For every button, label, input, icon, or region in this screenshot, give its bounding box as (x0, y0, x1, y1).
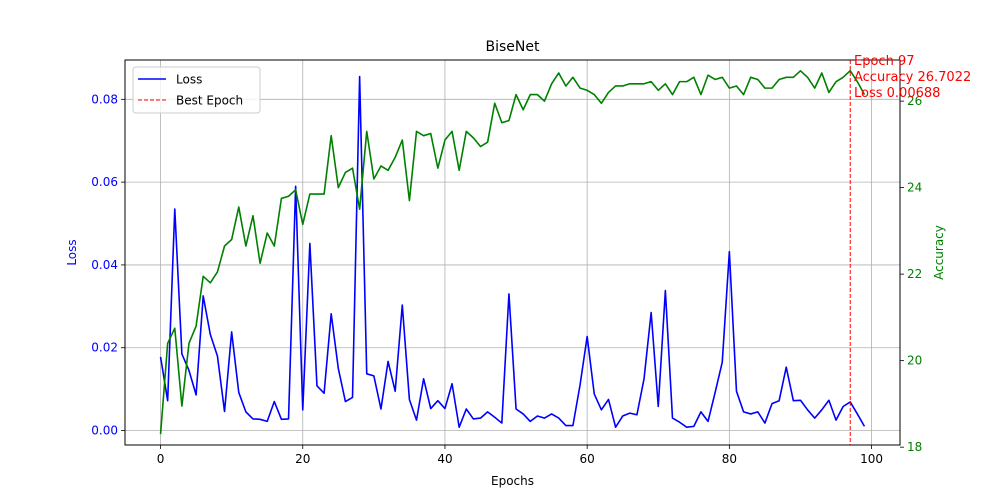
y-right-tick-label: 20 (907, 354, 922, 368)
x-tick-label: 100 (860, 452, 883, 466)
x-tick-label: 40 (437, 452, 452, 466)
series-line-loss (159, 75, 866, 429)
legend: Loss Best Epoch (132, 66, 261, 114)
y-left-tick-label: 0.08 (91, 92, 118, 106)
best-loss-label: Loss 0.00688 (854, 86, 940, 101)
y-axis-right: 18 20 22 24 26 (900, 94, 922, 454)
x-tick-label: 60 (580, 452, 595, 466)
best-epoch-label: Epoch 97 (854, 54, 914, 69)
legend-label-best-epoch: Best Epoch (176, 94, 243, 108)
y-left-tick-label: 0.02 (91, 341, 118, 355)
y-axis-left-label: Loss (65, 239, 79, 265)
series-layer (159, 60, 866, 445)
x-tick-label: 80 (722, 452, 737, 466)
y-axis-left: 0.00 0.02 0.04 0.06 0.08 (91, 92, 125, 438)
best-epoch-annotation: Epoch 97 Accuracy 26.7022 Loss 0.00688 (854, 54, 971, 101)
legend-label-loss: Loss (176, 73, 202, 87)
y-left-tick-label: 0.04 (91, 258, 118, 272)
y-left-tick-label: 0.00 (91, 424, 118, 438)
x-axis-label: Epochs (491, 474, 534, 488)
y-right-tick-label: 24 (907, 181, 922, 195)
x-axis: 0 20 40 60 80 100 (157, 445, 883, 466)
series-line-accuracy (159, 69, 866, 435)
y-right-tick-label: 18 (907, 440, 922, 454)
plot-frame (124, 59, 901, 446)
y-right-tick-label: 26 (907, 94, 922, 108)
y-axis-right-label: Accuracy (932, 225, 946, 280)
chart-title: BiseNet (486, 39, 540, 55)
x-tick-label: 0 (157, 452, 165, 466)
best-accuracy-label: Accuracy 26.7022 (854, 70, 971, 85)
grid (125, 60, 900, 445)
y-left-tick-label: 0.06 (91, 175, 118, 189)
x-tick-label: 20 (295, 452, 310, 466)
y-right-tick-label: 22 (907, 267, 922, 281)
